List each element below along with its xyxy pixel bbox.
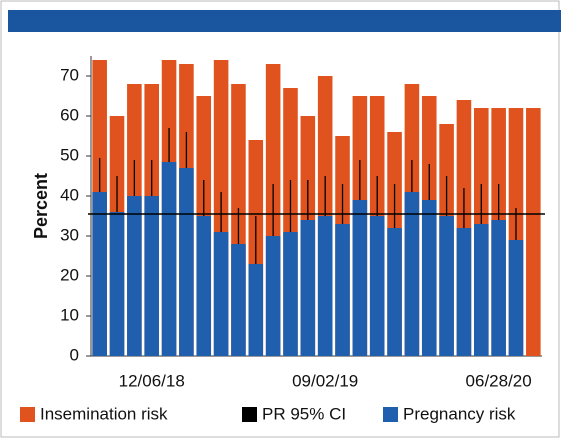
y-tick-label: 20 <box>60 265 79 284</box>
legend-label: Insemination risk <box>40 404 168 423</box>
bar <box>248 264 264 356</box>
legend-swatch <box>242 407 257 422</box>
legend-swatch <box>383 407 398 422</box>
bar <box>491 220 506 356</box>
y-tick-label: 30 <box>60 225 79 244</box>
y-axis-label: Percent <box>31 173 51 239</box>
bar <box>109 212 125 356</box>
legend-label: PR 95% CI <box>262 404 346 423</box>
x-tick-label: 12/06/18 <box>119 371 185 390</box>
bar <box>369 216 385 356</box>
bar <box>352 200 368 356</box>
y-tick-label: 60 <box>60 105 79 124</box>
header-bar <box>8 10 561 32</box>
bar <box>92 192 107 356</box>
bar <box>439 216 454 356</box>
y-tick-label: 70 <box>60 65 79 84</box>
bar <box>127 196 142 356</box>
bar <box>335 224 350 356</box>
bar <box>317 216 333 356</box>
y-tick-label: 0 <box>70 345 79 364</box>
bar <box>161 162 177 356</box>
bar <box>283 232 298 356</box>
legend-label: Pregnancy risk <box>403 404 516 423</box>
y-tick-label: 10 <box>60 305 79 324</box>
bar <box>300 220 316 356</box>
bar <box>265 236 281 356</box>
bar <box>404 192 420 356</box>
bar <box>456 228 472 356</box>
bar <box>213 232 229 356</box>
bar <box>196 216 212 356</box>
x-tick-label: 09/02/19 <box>292 371 358 390</box>
x-tick-label: 06/28/20 <box>466 371 532 390</box>
bar <box>144 196 159 356</box>
bar <box>508 240 524 356</box>
y-tick-label: 50 <box>60 145 79 164</box>
bar <box>231 244 246 356</box>
bar <box>526 108 541 356</box>
y-tick-label: 40 <box>60 185 79 204</box>
legend-swatch <box>20 407 35 422</box>
bar <box>474 224 489 356</box>
bar <box>387 228 402 356</box>
bar <box>179 168 194 356</box>
bar <box>421 200 437 356</box>
